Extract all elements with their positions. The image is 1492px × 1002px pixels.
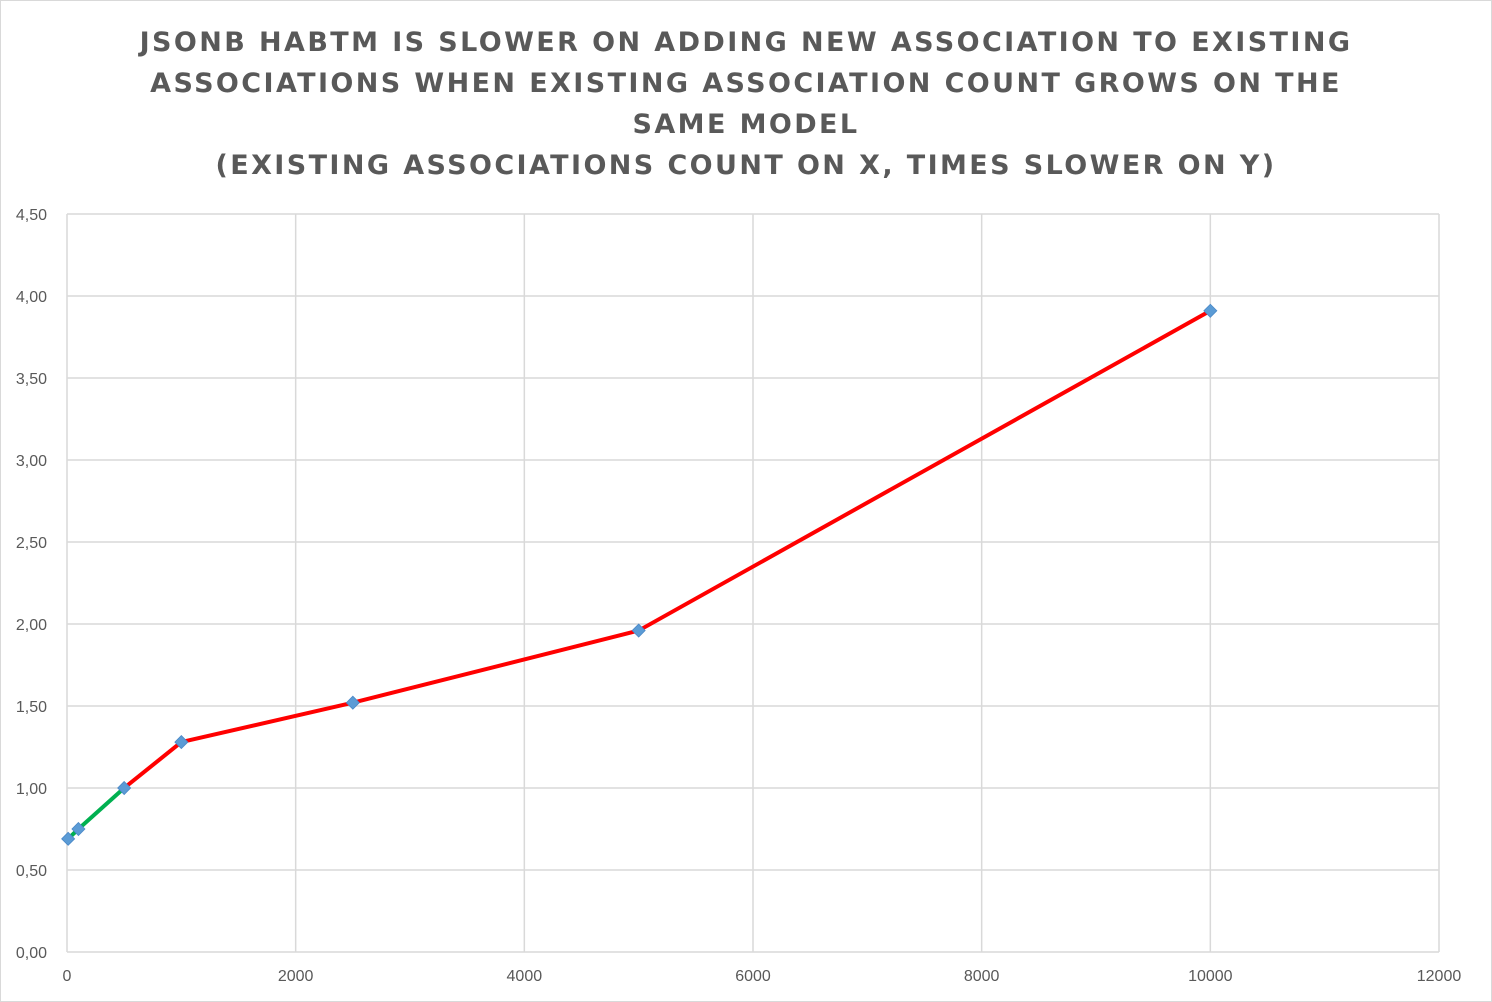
data-point-marker — [174, 735, 189, 750]
chart-title-line-1: JSONB HABTM IS SLOWER ON ADDING NEW ASSO… — [139, 27, 1353, 58]
data-point-marker — [117, 780, 132, 796]
series-line-segment — [179, 700, 355, 745]
y-tick-label: 3,50 — [16, 371, 47, 388]
x-tick-label: 10000 — [1188, 968, 1233, 985]
y-tick-label: 3,00 — [16, 453, 47, 470]
y-tick-label: 1,50 — [16, 699, 47, 716]
axis-label-layer: 0,00 0,50 1,00 1,50 2,00 2,50 3,00 3,50 4,00 4,50… — [16, 207, 1461, 985]
chart-title: JSONB HABTM IS SLOWER ON ADDING NEW ASSO… — [0, 22, 1492, 186]
data-point-marker — [345, 695, 360, 710]
chart-title-line-4: (EXISTING ASSOCIATIONS COUNT ON X, TIMES… — [215, 150, 1277, 181]
x-tick-label: 6000 — [735, 968, 771, 985]
x-tick-label: 12000 — [1417, 968, 1462, 985]
series-line-segment — [636, 308, 1213, 633]
x-tick-label: 8000 — [964, 968, 1000, 985]
series-marker-layer — [61, 303, 1218, 846]
data-point-marker — [61, 831, 76, 846]
grid-layer — [66, 213, 1440, 953]
y-tick-label: 2,00 — [16, 617, 47, 634]
data-point-marker — [1203, 303, 1218, 318]
chart-title-line-3: SAME MODEL — [632, 109, 860, 140]
x-tick-label: 2000 — [278, 968, 314, 985]
y-tick-label: 0,00 — [16, 945, 47, 962]
chart-title-line-2: ASSOCIATIONS WHEN EXISTING ASSOCIATION C… — [150, 68, 1342, 99]
series-line-segment — [350, 628, 641, 705]
y-tick-label: 4,50 — [16, 207, 47, 224]
y-tick-label: 1,00 — [16, 781, 47, 798]
y-tick-label: 0,50 — [16, 863, 47, 880]
series-line-layer — [66, 308, 1213, 841]
series-line-segment — [122, 740, 184, 790]
y-tick-label: 2,50 — [16, 535, 47, 552]
x-tick-label: 4000 — [507, 968, 543, 985]
x-tick-label: 0 — [63, 968, 72, 985]
y-tick-label: 4,00 — [16, 289, 47, 306]
data-point-marker — [71, 821, 86, 837]
data-point-marker — [631, 623, 646, 638]
series-line-segment — [76, 786, 127, 831]
